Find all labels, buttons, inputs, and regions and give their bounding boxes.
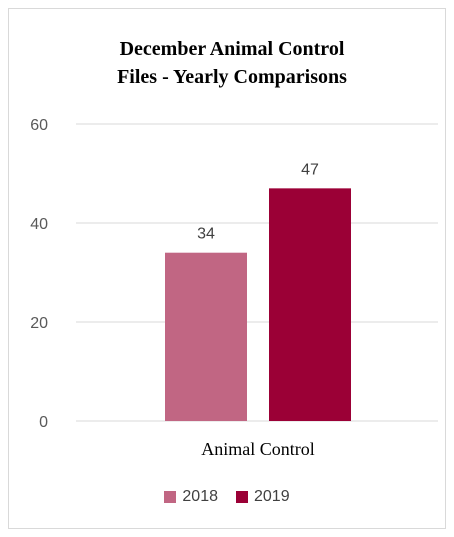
legend-label-2018: 2018 (182, 488, 218, 505)
chart-legend: 2018 2019 (0, 488, 454, 506)
x-category-label: Animal Control (201, 439, 315, 459)
y-tick-label-20: 20 (30, 315, 48, 332)
y-tick-label-0: 0 (39, 414, 48, 431)
legend-item-2018: 2018 (164, 488, 218, 506)
legend-item-2019: 2019 (236, 488, 290, 506)
bar-2019 (269, 188, 351, 421)
legend-swatch-2019 (236, 491, 248, 503)
chart-title: December Animal Control Files - Yearly C… (60, 35, 404, 91)
legend-swatch-2018 (164, 491, 177, 503)
legend-label-2019: 2019 (254, 488, 290, 505)
data-label-2018: 34 (197, 226, 215, 243)
y-tick-label-40: 40 (30, 216, 48, 233)
data-label-2019: 47 (301, 161, 319, 178)
bar-2018 (165, 252, 247, 421)
chart-title-line-2: Files - Yearly Comparisons (117, 66, 347, 88)
chart-title-line-1: December Animal Control (119, 38, 345, 60)
y-tick-label-60: 60 (30, 117, 48, 134)
